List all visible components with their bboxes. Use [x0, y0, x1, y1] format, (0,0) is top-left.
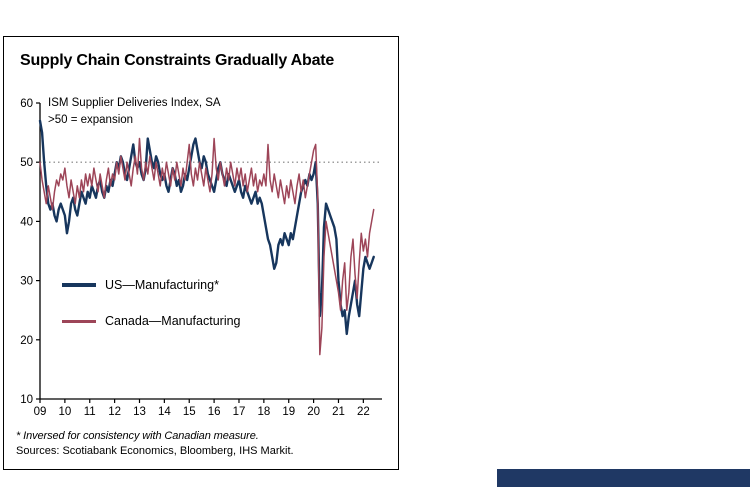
legend-label-canada: Canada—Manufacturing [105, 314, 241, 328]
chart-area: 10 20 30 40 50 60 09 10 11 12 13 14 15 16 17 18 19 20 21 22… [10, 95, 390, 425]
y-tick-label: 10 [20, 394, 33, 406]
x-tick-label: 20 [307, 406, 320, 418]
chart-title: Supply Chain Constraints Gradually Abate [20, 52, 335, 69]
us-line-swatch [62, 283, 96, 287]
x-tick-label: 12 [108, 406, 121, 418]
chart-subtitle-line2: >50 = expansion [48, 114, 134, 126]
legend-label-us: US—Manufacturing* [105, 278, 219, 292]
y-tick-label: 50 [20, 157, 33, 169]
y-tick-label: 60 [20, 98, 33, 110]
chart-subtitle-line1: ISM Supplier Deliveries Index, SA [48, 97, 221, 109]
x-tick-label: 13 [133, 406, 146, 418]
series-line-canada-manufacturing [39, 137, 375, 356]
y-tick-label: 30 [20, 276, 33, 288]
canada-line-swatch [62, 319, 96, 323]
x-tick-label: 22 [357, 406, 370, 418]
chart-panel: Supply Chain Constraints Gradually Abate… [3, 36, 399, 470]
chart-subtitle: ISM Supplier Deliveries Index, SA >50 = … [48, 95, 221, 129]
x-tick-label: 18 [257, 406, 270, 418]
x-tick-label: 09 [34, 406, 47, 418]
x-tick-label: 19 [282, 406, 295, 418]
x-tick-label: 21 [332, 406, 345, 418]
x-tick-label: 15 [183, 406, 196, 418]
legend-item-canada: Canada—Manufacturing [62, 314, 241, 328]
legend: US—Manufacturing* Canada—Manufacturing [62, 278, 241, 328]
x-tick-label: 11 [84, 406, 96, 418]
x-tick-label: 10 [58, 406, 71, 418]
chart-footnote: * Inversed for consistency with Canadian… [16, 430, 259, 442]
footer-accent-bar [497, 469, 750, 487]
x-tick-label: 14 [158, 406, 171, 418]
chart-sources: Sources: Scotiabank Economics, Bloomberg… [16, 445, 294, 457]
legend-item-us: US—Manufacturing* [62, 278, 241, 292]
x-tick-label: 17 [233, 406, 246, 418]
y-tick-label: 20 [20, 335, 33, 347]
y-tick-label: 40 [20, 216, 33, 228]
x-tick-label: 16 [208, 406, 221, 418]
